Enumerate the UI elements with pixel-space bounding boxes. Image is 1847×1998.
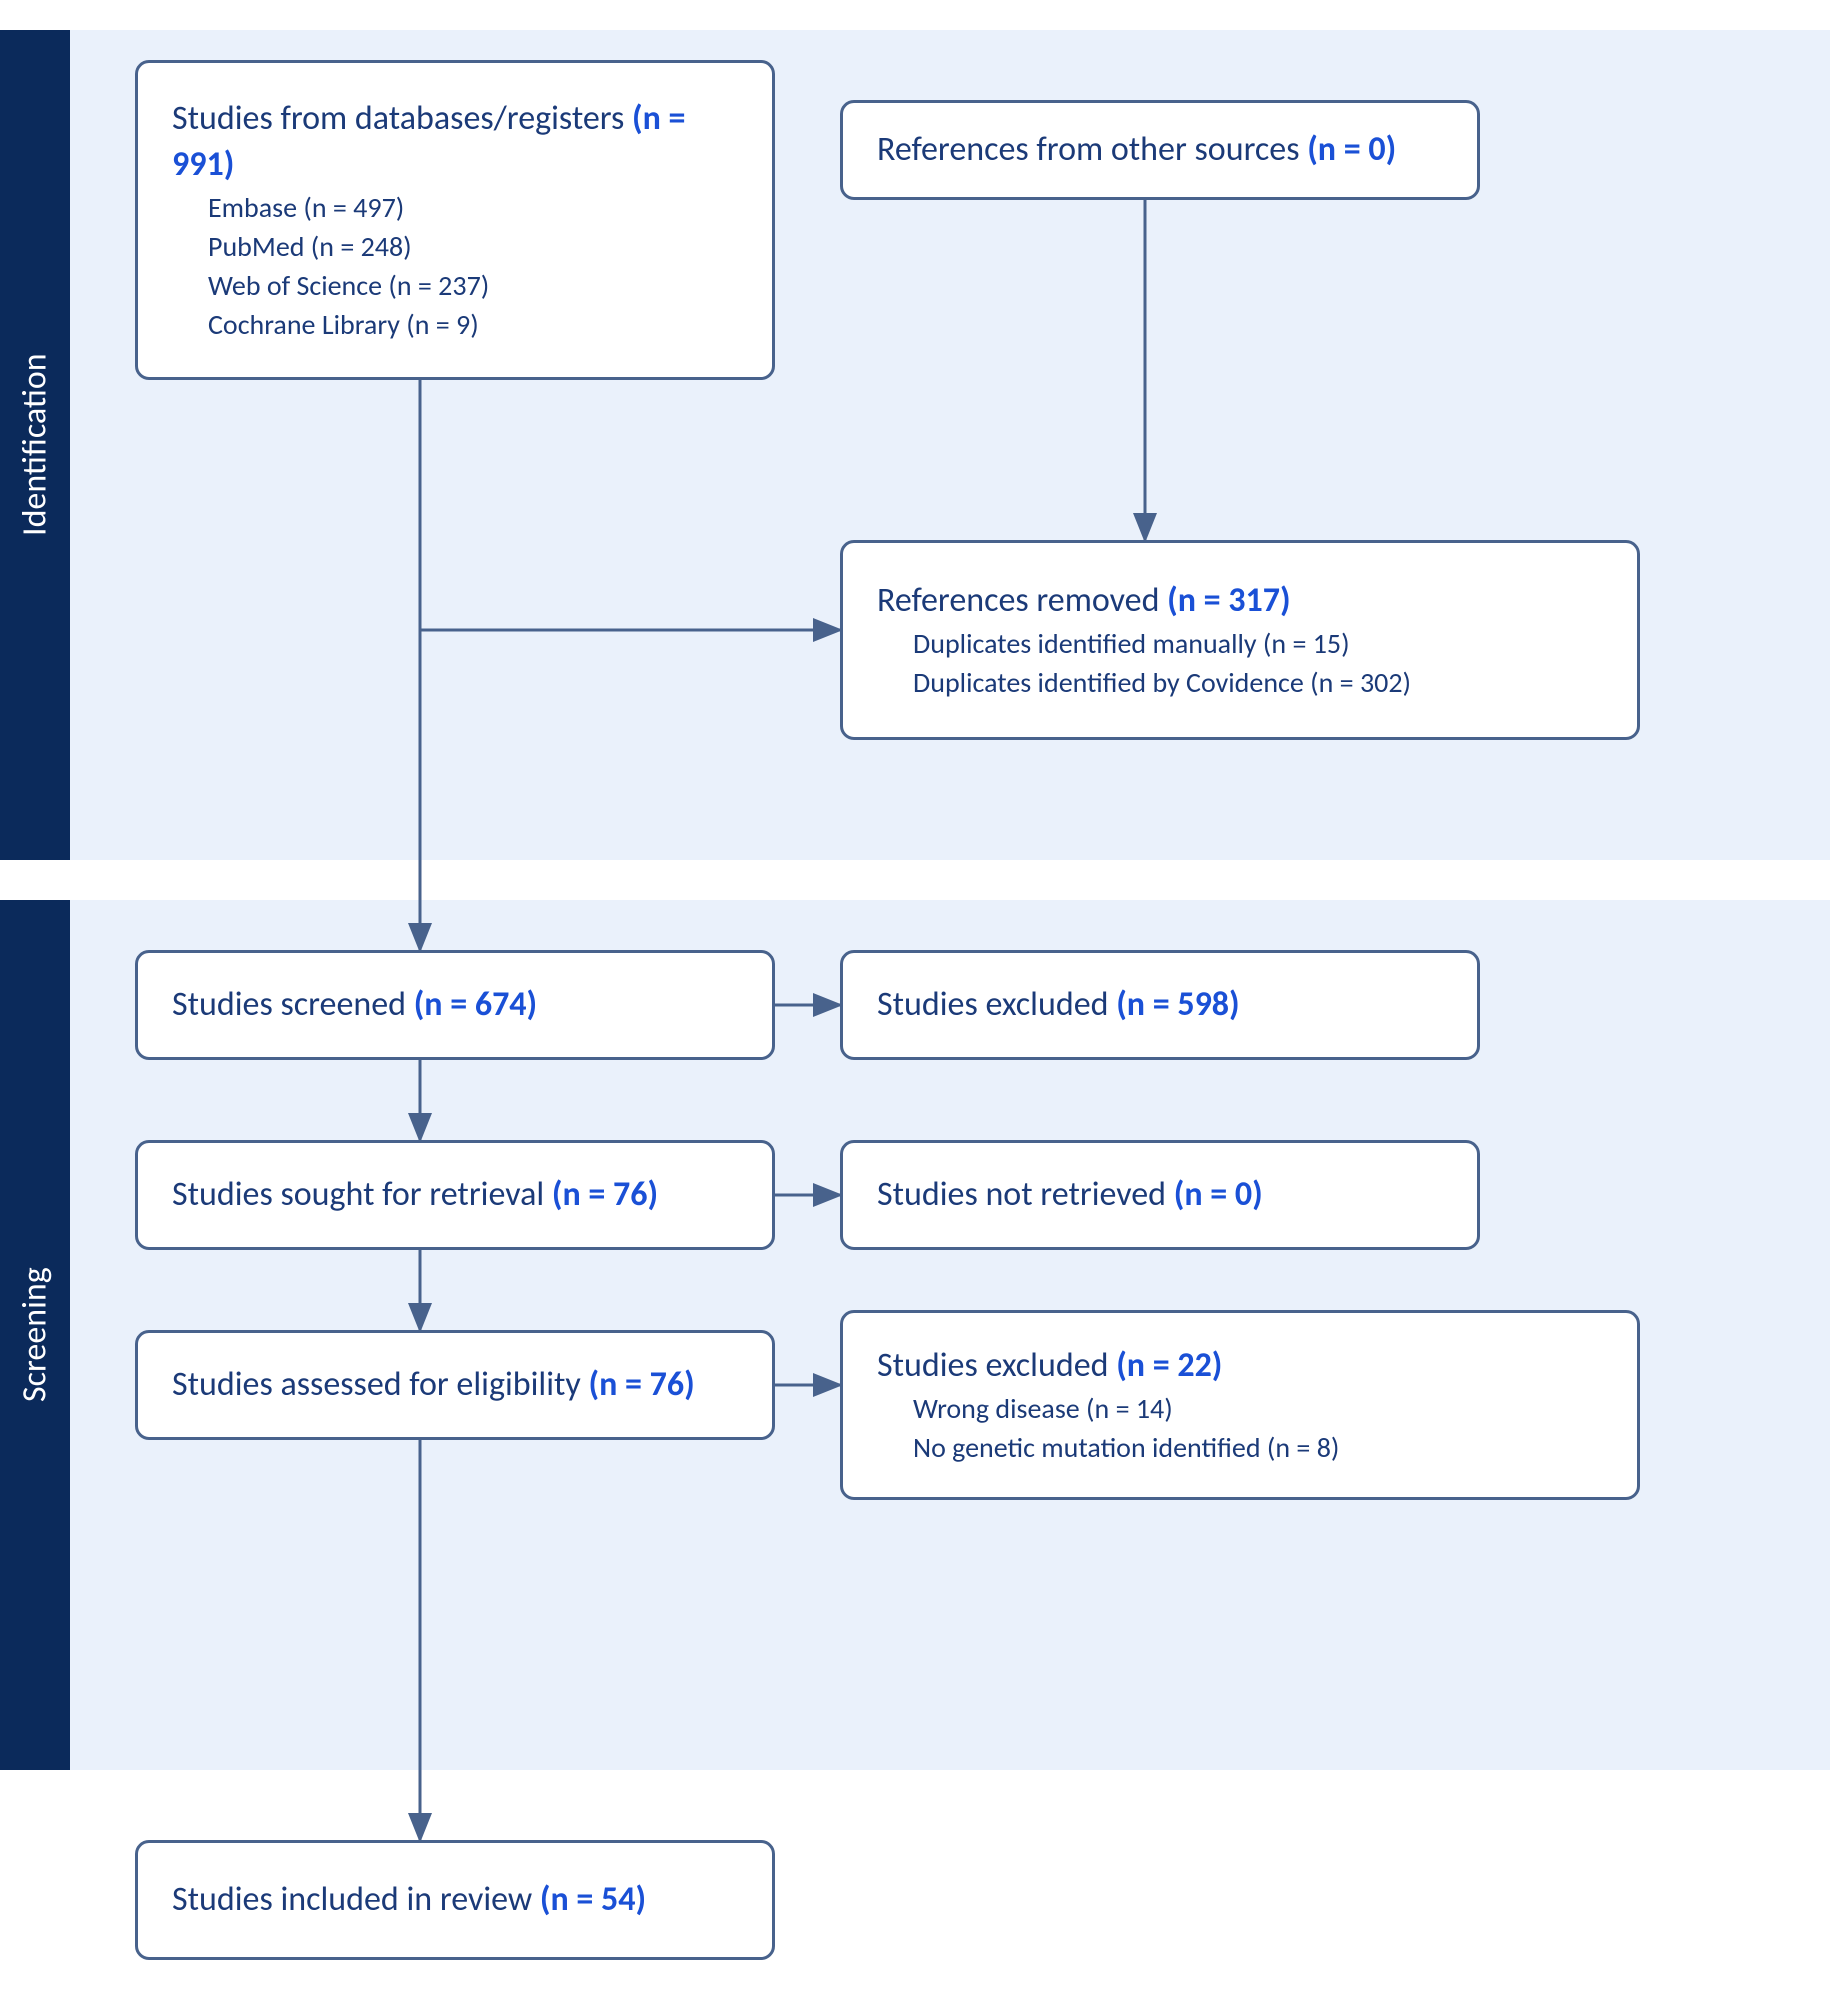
- node-count: (n = 317): [1167, 580, 1290, 621]
- node-included: Studies included in review (n = 54): [135, 1840, 775, 1960]
- node-sub: No genetic mutation identified (n = 8): [913, 1428, 1603, 1467]
- node-title-text: Studies included in review: [172, 1879, 540, 1920]
- side-label-screening: Screening: [0, 900, 70, 1770]
- side-label-identification: Identification: [0, 30, 70, 860]
- node-title: Studies from databases/registers (n = 99…: [172, 96, 738, 188]
- node-databases: Studies from databases/registers (n = 99…: [135, 60, 775, 380]
- node-not-retrieved: Studies not retrieved (n = 0): [840, 1140, 1480, 1250]
- node-count: (n = 598): [1116, 984, 1239, 1025]
- node-title-text: References removed: [877, 580, 1167, 621]
- node-title-text: Studies excluded: [877, 984, 1116, 1025]
- node-title-text: References from other sources: [877, 129, 1307, 170]
- node-title: Studies assessed for eligibility (n = 76…: [172, 1362, 738, 1408]
- node-count: (n = 54): [540, 1879, 646, 1920]
- side-label-text: Screening: [15, 1268, 56, 1403]
- node-title: Studies excluded (n = 22): [877, 1343, 1603, 1389]
- node-excluded-eligibility: Studies excluded (n = 22) Wrong disease …: [840, 1310, 1640, 1500]
- node-count: (n = 76): [589, 1364, 695, 1405]
- node-sought-retrieval: Studies sought for retrieval (n = 76): [135, 1140, 775, 1250]
- node-sub: Embase (n = 497): [208, 188, 738, 227]
- node-sub: Wrong disease (n = 14): [913, 1389, 1603, 1428]
- node-sub: PubMed (n = 248): [208, 227, 738, 266]
- node-sub: Duplicates identified by Covidence (n = …: [913, 663, 1603, 702]
- node-sub: Cochrane Library (n = 9): [208, 305, 738, 344]
- node-assessed-eligibility: Studies assessed for eligibility (n = 76…: [135, 1330, 775, 1440]
- node-title: Studies not retrieved (n = 0): [877, 1172, 1443, 1218]
- node-title: Studies sought for retrieval (n = 76): [172, 1172, 738, 1218]
- node-title-text: Studies from databases/registers: [172, 98, 632, 139]
- node-count: (n = 76): [552, 1174, 658, 1215]
- node-title: Studies excluded (n = 598): [877, 982, 1443, 1028]
- node-title: References from other sources (n = 0): [877, 127, 1443, 173]
- node-title-text: Studies screened: [172, 984, 414, 1025]
- node-title-text: Studies sought for retrieval: [172, 1174, 552, 1215]
- node-title: Studies screened (n = 674): [172, 982, 738, 1028]
- node-refs-removed: References removed (n = 317) Duplicates …: [840, 540, 1640, 740]
- node-title: Studies included in review (n = 54): [172, 1877, 738, 1923]
- node-other-sources: References from other sources (n = 0): [840, 100, 1480, 200]
- node-count: (n = 22): [1116, 1345, 1222, 1386]
- node-count: (n = 0): [1307, 129, 1396, 170]
- node-title-text: Studies assessed for eligibility: [172, 1364, 589, 1405]
- node-title-text: Studies excluded: [877, 1345, 1116, 1386]
- node-screened: Studies screened (n = 674): [135, 950, 775, 1060]
- node-title: References removed (n = 317): [877, 578, 1603, 624]
- node-count: (n = 0): [1174, 1174, 1263, 1215]
- node-sub: Web of Science (n = 237): [208, 266, 738, 305]
- node-count: (n = 674): [414, 984, 537, 1025]
- side-label-text: Identification: [15, 354, 56, 537]
- node-excluded-screening: Studies excluded (n = 598): [840, 950, 1480, 1060]
- prisma-flowchart: Identification Screening Studies from da…: [0, 0, 1847, 1998]
- node-title-text: Studies not retrieved: [877, 1174, 1174, 1215]
- node-sub: Duplicates identified manually (n = 15): [913, 624, 1603, 663]
